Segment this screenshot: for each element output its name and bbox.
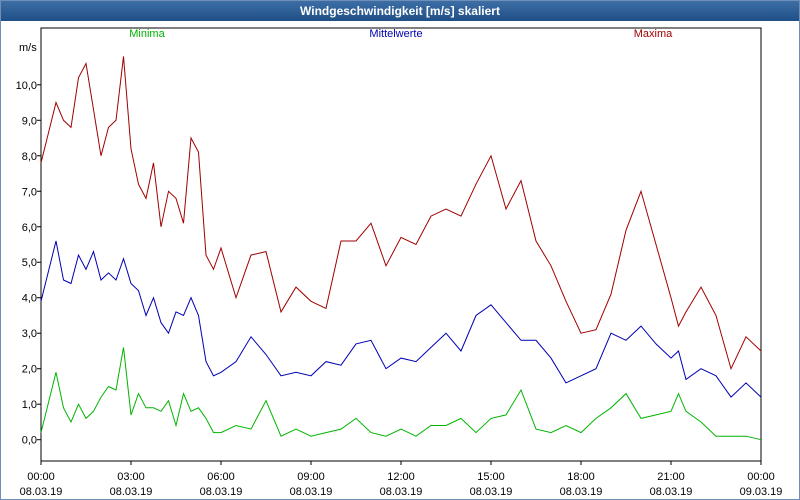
x-tick-date-label: 08.03.19: [290, 486, 333, 498]
x-tick-date-label: 08.03.19: [110, 486, 153, 498]
series-lines: [40, 56, 762, 441]
y-tick-label: 1,0: [22, 399, 37, 411]
legend-label: Mittelwerte: [369, 28, 422, 40]
x-tick-time-label: 00:00: [747, 471, 775, 483]
x-tick-time-label: 12:00: [387, 471, 415, 483]
series-line-maxima: [40, 56, 762, 371]
y-tick-label: 7,0: [22, 186, 37, 198]
axes: [37, 27, 762, 465]
series-line-mittelwerte: [40, 240, 762, 398]
series-line-minima: [40, 347, 762, 441]
tick-labels: 0,0 1,0 2,0 3,0 4,0 5,0 6,0 7,0 8,0 9,0 10,0 m/s 00:…: [16, 28, 783, 498]
y-tick-label: 10,0: [16, 80, 37, 92]
x-tick-date-label: 08.03.19: [560, 486, 603, 498]
x-tick-date-label: 08.03.19: [20, 486, 63, 498]
x-tick-time-label: 18:00: [567, 471, 595, 483]
y-tick-label: 8,0: [22, 151, 37, 163]
y-tick-label: 6,0: [22, 222, 37, 234]
y-tick-label: 5,0: [22, 257, 37, 269]
x-tick-time-label: 06:00: [207, 471, 235, 483]
y-tick-label: 4,0: [22, 293, 37, 305]
x-tick-date-label: 08.03.19: [650, 486, 693, 498]
x-tick-date-label: 09.03.19: [740, 486, 783, 498]
x-tick-date-label: 08.03.19: [380, 486, 423, 498]
y-axis-label: m/s: [19, 42, 37, 54]
x-tick-time-label: 21:00: [657, 471, 685, 483]
plot-area: [40, 27, 762, 462]
x-tick-time-label: 03:00: [117, 471, 145, 483]
x-tick-date-label: 08.03.19: [200, 486, 243, 498]
y-tick-label: 2,0: [22, 364, 37, 376]
x-tick-time-label: 09:00: [297, 471, 325, 483]
legend-label: Maxima: [634, 28, 673, 40]
y-tick-label: 0,0: [22, 435, 37, 447]
y-tick-label: 3,0: [22, 328, 37, 340]
legend-label: Minima: [129, 28, 165, 40]
y-tick-label: 9,0: [22, 115, 37, 127]
x-tick-date-label: 08.03.19: [470, 486, 513, 498]
x-tick-time-label: 15:00: [477, 471, 505, 483]
chart-title: Windgeschwindigkeit [m/s] skaliert: [1, 1, 799, 21]
x-tick-time-label: 00:00: [27, 471, 55, 483]
